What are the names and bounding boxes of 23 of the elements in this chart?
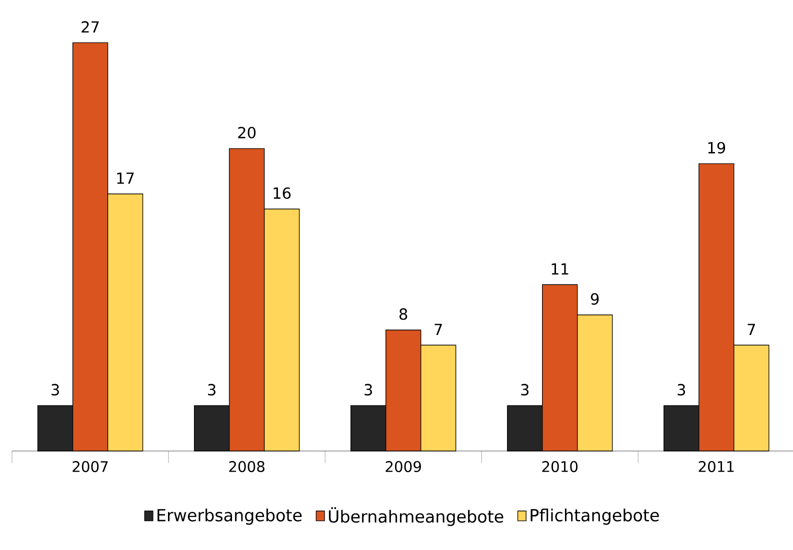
x-tick-label: 2010	[542, 461, 578, 472]
data-label: 7	[434, 324, 442, 336]
data-label: 8	[400, 308, 408, 320]
data-label: 16	[274, 187, 291, 199]
data-label: 9	[590, 293, 599, 305]
legend-label: Erwerbsangebote	[158, 508, 302, 525]
data-label: 3	[521, 384, 529, 396]
data-label: 27	[82, 21, 99, 33]
x-tick-label: 2007	[72, 461, 108, 472]
data-label: 19	[708, 142, 726, 154]
legend-label: Pflichtangebote	[530, 508, 659, 525]
data-label: 11	[552, 263, 568, 275]
data-label: 20	[238, 126, 256, 138]
data-label: 17	[117, 172, 134, 184]
x-tick-label: 2011	[698, 461, 734, 472]
x-tick-label: 2008	[229, 461, 264, 472]
legend-label: Übernahmeangebote	[328, 507, 504, 526]
data-label: 7	[748, 324, 755, 336]
data-label: 3	[678, 384, 686, 396]
data-label: 3	[52, 384, 59, 396]
data-label: 3	[364, 384, 372, 396]
x-tick-label: 2009	[386, 461, 421, 472]
data-label: 3	[208, 384, 216, 396]
